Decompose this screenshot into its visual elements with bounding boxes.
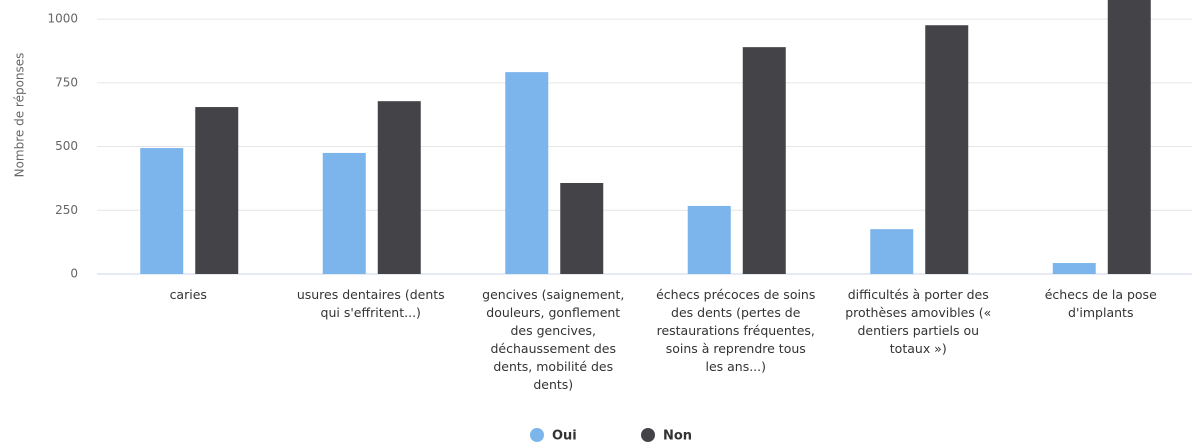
bar bbox=[505, 72, 549, 274]
legend-label: Non bbox=[663, 429, 692, 443]
bar bbox=[870, 229, 914, 274]
x-tick-label: échecs précoces de soins des dents (pert… bbox=[656, 287, 816, 374]
bar bbox=[742, 47, 786, 274]
y-tick-label: 750 bbox=[55, 75, 78, 89]
bar bbox=[1052, 263, 1096, 274]
y-tick-label: 250 bbox=[55, 203, 78, 217]
bar bbox=[195, 107, 239, 274]
y-tick-label: 500 bbox=[55, 139, 78, 153]
x-tick-label: gencives (saignement, douleurs, gonfleme… bbox=[482, 287, 625, 392]
bar bbox=[925, 25, 969, 274]
y-tick-label: 1000 bbox=[47, 12, 78, 26]
y-axis-label: Nombre de réponses bbox=[13, 53, 27, 178]
legend-marker bbox=[530, 428, 544, 442]
bar bbox=[322, 152, 366, 274]
legend-marker bbox=[641, 428, 655, 442]
bar bbox=[687, 205, 731, 274]
x-tick-label: caries bbox=[169, 287, 207, 302]
bar bbox=[560, 183, 604, 274]
x-tick-label: usures dentaires (dents qui s'effritent.… bbox=[296, 287, 445, 320]
bar bbox=[377, 101, 421, 274]
legend-label: Oui bbox=[552, 429, 577, 443]
x-tick-label: difficultés à porter des prothèses amovi… bbox=[845, 287, 992, 356]
x-tick-label: échecs de la pose d'implants bbox=[1044, 287, 1157, 320]
bar bbox=[140, 148, 184, 274]
bar bbox=[1107, 0, 1151, 275]
y-tick-label: 0 bbox=[70, 267, 78, 281]
